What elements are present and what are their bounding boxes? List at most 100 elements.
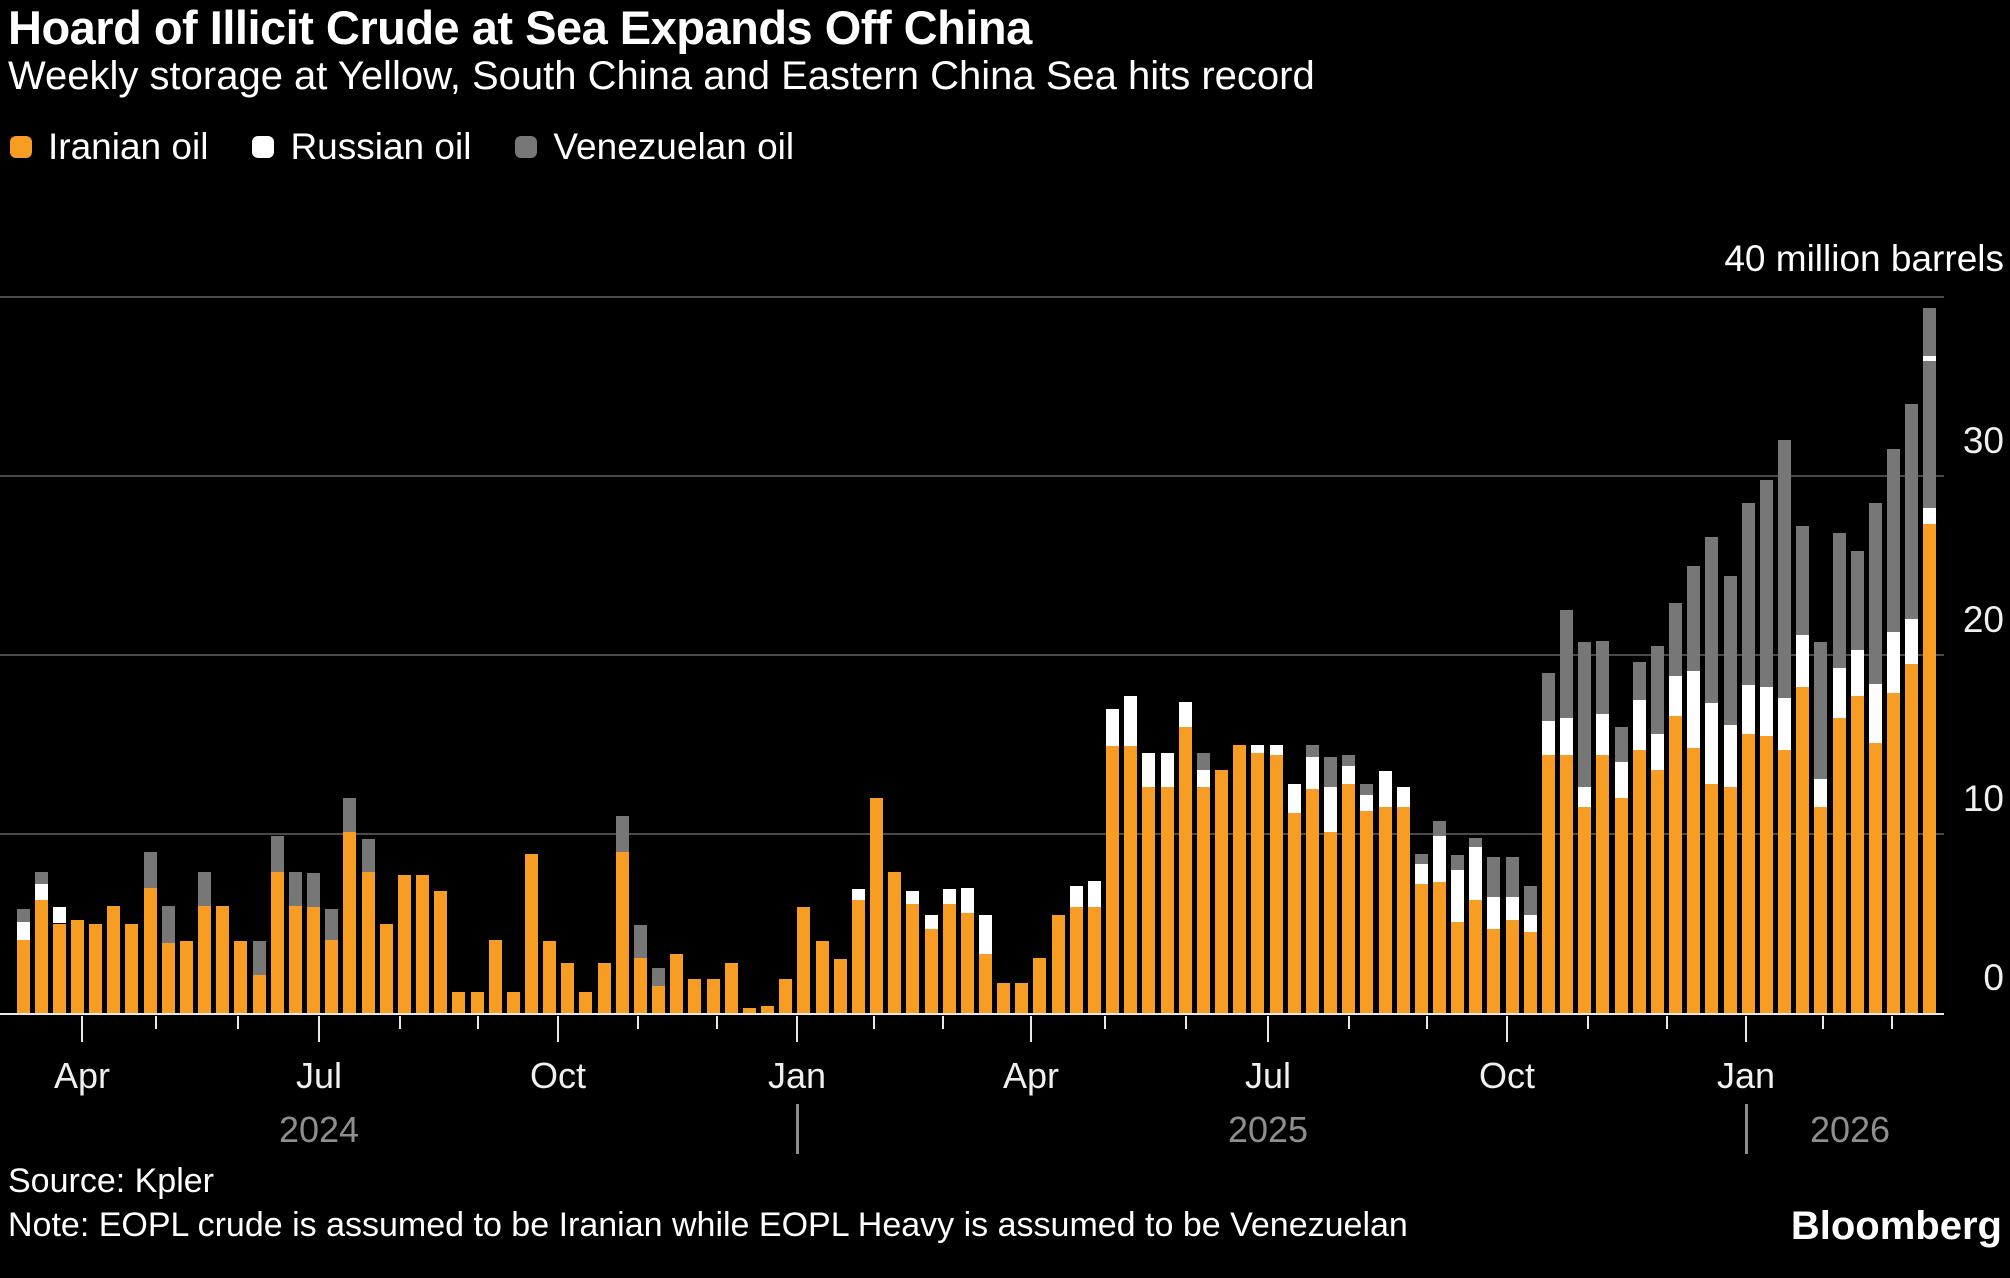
x-axis-year-label-2026: 2026: [1809, 1109, 1891, 1150]
bar-segment: [742, 1007, 756, 1013]
bar-segment: [543, 941, 557, 1013]
bar-segment: [1396, 807, 1410, 1013]
bar-segment: [978, 914, 992, 954]
bar-segment: [652, 968, 666, 987]
bar-segment: [1886, 631, 1900, 693]
bar-segment: [1650, 646, 1664, 734]
gridline-10: [0, 833, 1944, 835]
x-axis-minor-tick: [873, 1016, 875, 1029]
bar-segment: [1324, 832, 1338, 1013]
bar-segment: [1324, 787, 1338, 833]
year-divider: [1745, 1104, 1748, 1154]
bar-segment: [307, 873, 321, 908]
bar-segment: [1596, 714, 1610, 756]
bar-segment: [1432, 835, 1446, 883]
bar-segment: [1850, 696, 1864, 1013]
bar-segment: [1106, 746, 1120, 1013]
bar-segment: [1196, 769, 1210, 788]
bar-segment: [997, 982, 1011, 1013]
bar-segment: [1451, 855, 1465, 870]
legend-swatch-icon: [515, 136, 538, 158]
bar-segment: [1233, 744, 1247, 1013]
bar-segment: [1069, 907, 1083, 1013]
x-axis-month-label: Jan: [767, 1055, 827, 1096]
bar-segment: [1505, 857, 1519, 897]
legend-item-venezuelan-oil: Venezuelan oil: [515, 126, 794, 168]
bar-segment: [1560, 610, 1574, 718]
bar-segment: [1396, 787, 1410, 808]
bar-segment: [1560, 717, 1574, 756]
bar-segment: [779, 978, 793, 1013]
bar-segment: [1632, 662, 1646, 700]
bar-segment: [16, 939, 30, 1013]
bar-segment: [1251, 744, 1265, 754]
bar-segment: [1215, 769, 1229, 1013]
y-axis-label-30: 30: [1962, 420, 2004, 461]
bar-segment: [1723, 787, 1737, 1013]
bar-segment: [561, 962, 575, 1013]
bar-segment: [1796, 635, 1810, 688]
bar-segment: [851, 889, 865, 901]
x-axis-minor-tick: [1822, 1016, 1824, 1029]
bar-segment: [1541, 721, 1555, 756]
y-axis-label-10: 10: [1962, 778, 2004, 819]
bar-segment: [1705, 783, 1719, 1013]
bar-segment: [1905, 404, 1919, 620]
source-text: Source: Kpler: [8, 1162, 214, 1200]
bar-segment: [234, 941, 248, 1013]
x-axis-minor-tick: [1426, 1016, 1428, 1029]
bar-segment: [1360, 794, 1374, 811]
bar-segment: [1196, 753, 1210, 770]
x-axis-baseline: [0, 1013, 1944, 1015]
bar-segment: [706, 978, 720, 1013]
bar-segment: [506, 991, 520, 1013]
bar-segment: [325, 909, 339, 940]
bar-segment: [1578, 642, 1592, 788]
bar-segment: [960, 887, 974, 913]
bar-segment: [34, 900, 48, 1013]
bar-segment: [1523, 932, 1537, 1013]
bar-segment: [1487, 896, 1501, 929]
bar-segment: [488, 939, 502, 1013]
bar-segment: [1614, 798, 1628, 1013]
bar-segment: [1414, 884, 1428, 1013]
bar-segment: [1196, 787, 1210, 1013]
legend-label: Iranian oil: [48, 126, 209, 167]
bar-segment: [1469, 846, 1483, 901]
bar-segment: [1142, 753, 1156, 788]
bar-segment: [1596, 755, 1610, 1013]
x-axis-month-label: Jul: [295, 1055, 343, 1096]
bar-segment: [361, 871, 375, 1013]
bar-segment: [1687, 565, 1701, 672]
bar-segment: [52, 923, 66, 1013]
x-axis-major-tick: [318, 1016, 320, 1042]
bar-segment: [270, 871, 284, 1013]
bar-segment: [216, 905, 230, 1013]
y-axis-label-20: 20: [1962, 599, 2004, 640]
bar-segment: [1541, 755, 1555, 1013]
bar-segment: [1324, 757, 1338, 788]
bar-segment: [906, 903, 920, 1013]
bar-segment: [1087, 880, 1101, 908]
x-axis-minor-tick: [716, 1016, 718, 1029]
bar-segment: [1650, 733, 1664, 770]
bar-segment: [1360, 810, 1374, 1013]
x-axis-major-tick: [557, 1016, 559, 1042]
bar-segment: [16, 909, 30, 922]
y-axis-unit-label: 40 million barrels: [1724, 238, 2004, 279]
bar-segment: [1160, 753, 1174, 788]
x-axis-minor-tick: [237, 1016, 239, 1029]
bar-segment: [1814, 778, 1828, 808]
bar-segment: [34, 871, 48, 885]
bar-segment: [1632, 749, 1646, 1013]
bar-segment: [161, 905, 175, 944]
bar-segment: [397, 875, 411, 1013]
bar-segment: [1087, 907, 1101, 1013]
x-axis-month-label: Oct: [1478, 1055, 1535, 1096]
bar-segment: [833, 959, 847, 1013]
gridline-20: [0, 654, 1944, 656]
bar-segment: [1505, 919, 1519, 1013]
bar-segment: [1796, 687, 1810, 1013]
bar-segment: [143, 851, 157, 888]
y-axis-label-0: 0: [1983, 957, 2004, 998]
